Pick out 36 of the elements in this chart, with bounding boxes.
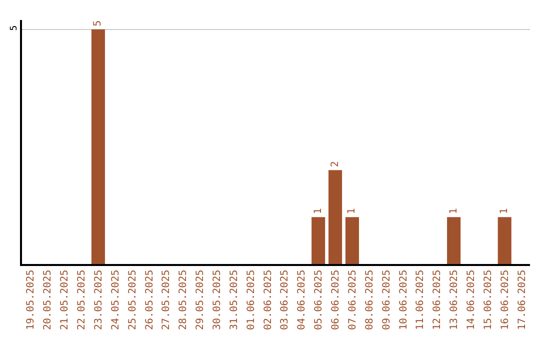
x-tick-label: 24.05.2025 — [110, 270, 122, 330]
data-label: 1 — [312, 208, 324, 214]
x-tick-label: 13.06.2025 — [449, 270, 460, 330]
data-label: 5 — [92, 20, 104, 26]
x-tick-label: 04.06.2025 — [296, 270, 308, 330]
x-tick-label: 08.06.2025 — [364, 270, 376, 330]
x-tick-label: 11.06.2025 — [415, 270, 426, 330]
data-label: 1 — [499, 208, 510, 214]
x-tick-label: 26.05.2025 — [144, 270, 156, 330]
data-label: 1 — [346, 208, 358, 214]
x-tick-label: 14.06.2025 — [466, 270, 477, 330]
x-tick-label: 21.05.2025 — [60, 270, 71, 330]
x-tick-label: 22.05.2025 — [76, 270, 88, 330]
x-tick-label: 29.05.2025 — [195, 270, 206, 330]
x-tick-label: 31.05.2025 — [228, 270, 240, 330]
x-tick-label: 03.06.2025 — [280, 270, 291, 330]
x-tick-label: 25.05.2025 — [127, 270, 138, 330]
x-tick-label: 02.06.2025 — [262, 270, 274, 330]
x-tick-label: 12.06.2025 — [432, 270, 444, 330]
x-tick-label: 19.05.2025 — [26, 270, 37, 330]
x-tick-label: 05.06.2025 — [314, 270, 325, 330]
x-tick-label: 20.05.2025 — [42, 270, 54, 330]
x-tick-label: 06.06.2025 — [330, 270, 342, 330]
x-tick-label: 15.06.2025 — [482, 270, 494, 330]
x-tick-label: 10.06.2025 — [398, 270, 410, 330]
data-label: 2 — [330, 161, 341, 168]
x-tick-label: 30.05.2025 — [212, 270, 223, 330]
x-tick-label: 01.06.2025 — [246, 270, 257, 330]
data-label: 1 — [448, 208, 460, 214]
x-tick-label: 07.06.2025 — [347, 270, 358, 330]
x-tick-label: 27.05.2025 — [161, 270, 172, 330]
x-tick-label: 28.05.2025 — [178, 270, 190, 330]
x-tick-label: 16.06.2025 — [500, 270, 511, 330]
x-tick-label: 09.06.2025 — [381, 270, 392, 330]
x-tick-label: 23.05.2025 — [93, 270, 104, 330]
x-tick-label: 17.06.2025 — [516, 270, 528, 330]
